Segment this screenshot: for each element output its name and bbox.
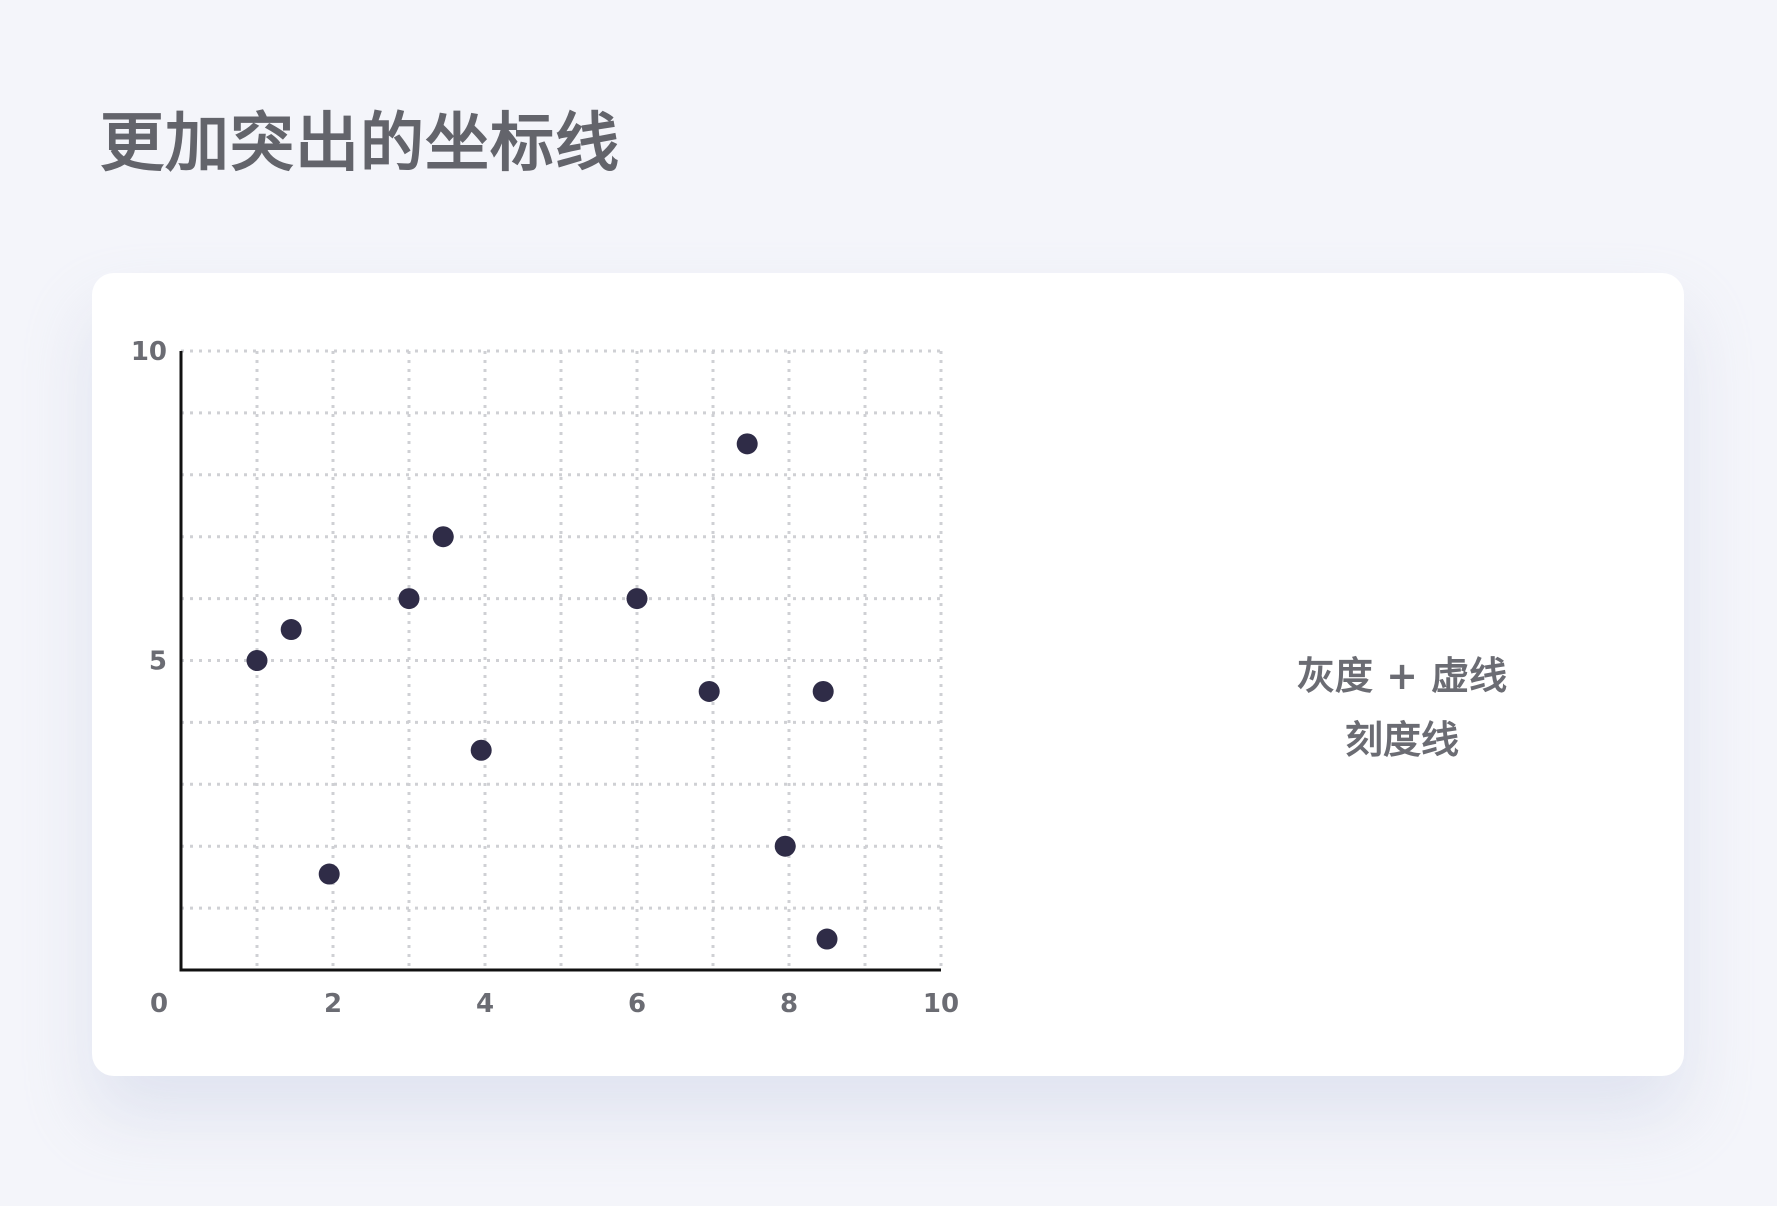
annotation-line-1: 灰度 + 虚线 [1296,654,1508,698]
data-points [246,433,838,950]
scatter-point [246,650,268,671]
x-tick-label: 4 [476,989,494,1019]
y-tick-label: 10 [131,337,167,367]
scatter-point [816,928,838,950]
scatter-point [626,588,648,610]
x-tick-label: 0 [150,989,168,1019]
scatter-point [318,863,340,885]
scatter-point [398,588,420,610]
scatter-point [432,526,454,548]
annotation-line-2: 刻度线 [1344,718,1459,762]
grid-lines [181,349,943,970]
scatter-chart: 0 2 4 6 8 10 5 10 [131,337,959,1019]
scatter-point [698,680,720,702]
scatter-point [812,680,834,702]
y-tick-label: 5 [149,647,167,677]
x-tick-label: 6 [628,989,646,1019]
scatter-point [280,619,302,641]
scatter-point [736,433,758,455]
chart-card: 0 2 4 6 8 10 5 10 灰度 + 虚线 刻度线 [92,273,1684,1076]
x-tick-label: 2 [324,989,342,1019]
page-title: 更加突出的坐标线 [100,107,620,181]
x-tick-label: 10 [923,989,959,1019]
axes [179,351,941,972]
x-tick-label: 8 [780,989,798,1019]
tick-labels: 0 2 4 6 8 10 5 10 [131,337,959,1019]
scatter-point [774,835,796,857]
chart-annotation: 灰度 + 虚线 刻度线 [1102,644,1702,772]
scatter-point [470,739,492,761]
